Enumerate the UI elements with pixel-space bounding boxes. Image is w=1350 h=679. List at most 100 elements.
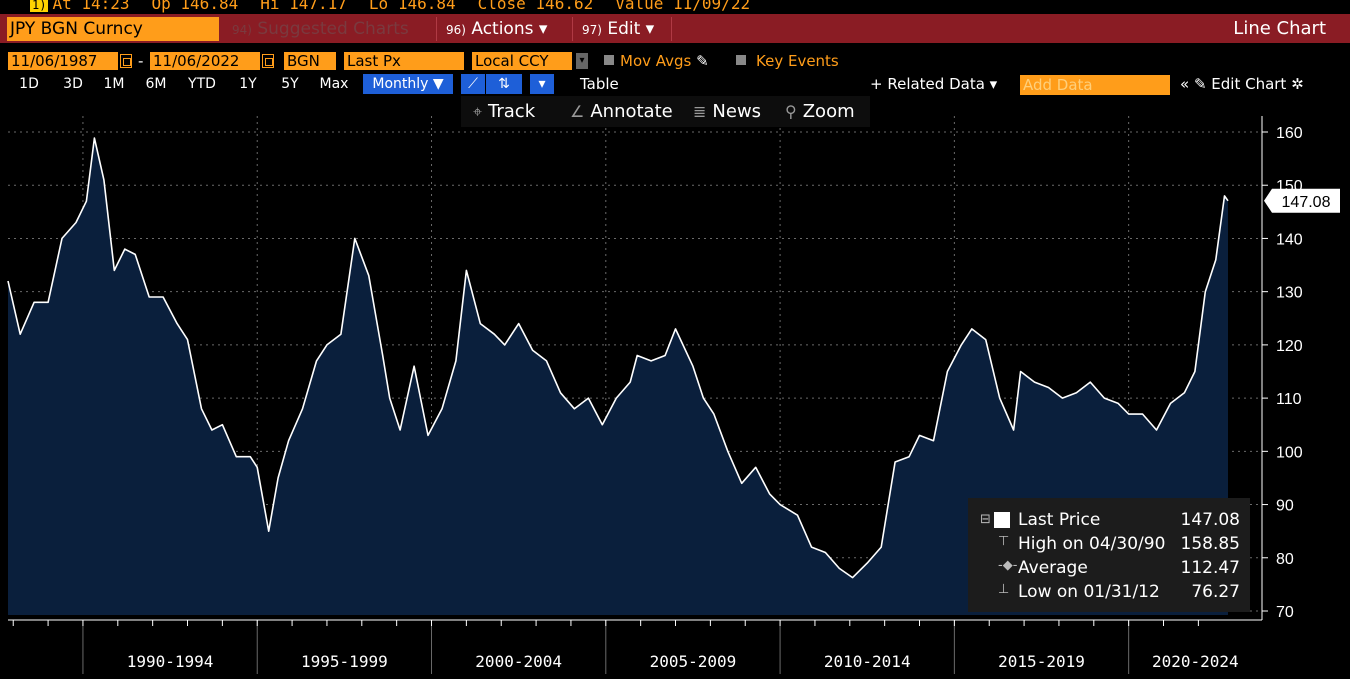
edit-chart-button[interactable]: « ✎ Edit Chart ✲ (1180, 75, 1304, 93)
low-marker-icon: ⊥ (998, 582, 1010, 597)
field-selector[interactable]: Last Px (344, 52, 464, 70)
annotate-icon: ∠ (570, 102, 585, 121)
add-data-input[interactable]: Add Data (1020, 75, 1170, 95)
x-tick-label: 2010-2014 (824, 652, 911, 671)
start-date-field[interactable]: 11/06/1987 (8, 52, 118, 70)
y-tick-label: 70 (1276, 604, 1294, 621)
x-tick-label: 2015-2019 (998, 652, 1085, 671)
ticker-value-date: Value 11/09/22 (615, 0, 751, 13)
x-tick-label: 1990-1994 (127, 652, 214, 671)
period-button-5y[interactable]: 5Y (281, 76, 299, 92)
ticker-close: Close 146.62 (477, 0, 594, 13)
pencil-icon: ✎ (696, 52, 709, 70)
collapse-icon[interactable]: ⊟ (980, 512, 991, 527)
security-field[interactable]: JPY BGN Curncy (7, 17, 219, 41)
x-tick-label: 2000-2004 (475, 652, 562, 671)
annotate-button[interactable]: ∠ Annotate (570, 96, 673, 127)
zoom-button[interactable]: ⚲ Zoom (785, 96, 855, 127)
news-icon: ≣ (693, 102, 707, 121)
chevron-down-icon[interactable]: ▾ (530, 74, 554, 94)
last-value-tag: 147.08 (1264, 188, 1340, 213)
y-tick-label: 120 (1276, 338, 1303, 355)
crosshair-icon: ⌖ (473, 102, 483, 121)
toolbar-background (461, 96, 870, 127)
suggested-number: 94) (232, 23, 252, 37)
track-label: Track (488, 101, 536, 122)
actions-label: Actions ▾ (471, 19, 548, 39)
chevron-down-icon[interactable]: ▾ (576, 53, 588, 69)
mov-avgs-text: Mov Avgs (620, 52, 692, 70)
y-tick-label: 80 (1276, 551, 1294, 568)
last-value-text: 147.08 (1282, 194, 1331, 211)
low-label: Low on 01/31/12 (1018, 582, 1160, 602)
suggested-charts-button[interactable]: 94) Suggested Charts (226, 17, 415, 41)
chart-style-icon[interactable]: ⟋ (461, 74, 485, 94)
table-button[interactable]: Table (580, 75, 619, 93)
frequency-dropdown[interactable]: Monthly ▼ (363, 74, 453, 94)
period-button-1m[interactable]: 1M (103, 76, 125, 92)
low-value: 76.27 (1191, 582, 1240, 602)
price-area (8, 138, 1228, 615)
ticker-open: Op 146.84 (151, 0, 239, 13)
high-label: High on 04/30/90 (1018, 534, 1166, 554)
high-value: 158.85 (1180, 534, 1240, 554)
range-dash: - (138, 52, 144, 70)
last-price-label: Last Price (1018, 510, 1101, 530)
average-value: 112.47 (1180, 558, 1240, 578)
edit-menu[interactable]: 97) Edit ▾ (576, 17, 660, 41)
edit-label: Edit ▾ (607, 19, 655, 39)
last-value-tag-shape (1264, 188, 1340, 213)
menu-separator (436, 17, 437, 41)
high-marker-icon: ⊤ (998, 534, 1010, 549)
mov-avgs-checkbox[interactable] (604, 55, 614, 65)
annotate-label: Annotate (590, 101, 673, 122)
range-bar: 11/06/1987 - 11/06/2022 BGN Last Px Loca… (0, 50, 1350, 70)
period-button-1d[interactable]: 1D (19, 76, 39, 92)
ticker-at: At 14:23 (52, 0, 130, 13)
zoom-label: Zoom (802, 101, 855, 122)
average-marker-icon: -◆- (998, 558, 1018, 573)
source-field[interactable]: BGN (284, 52, 336, 70)
chart-type-label: Line Chart (1233, 18, 1326, 39)
track-button[interactable]: ⌖ Track (473, 96, 535, 127)
menu-separator (572, 17, 573, 41)
x-tick-label: 2005-2009 (650, 652, 737, 671)
chart-series (7, 137, 1229, 615)
y-tick-label: 160 (1276, 125, 1303, 142)
end-date-field[interactable]: 11/06/2022 (150, 52, 260, 70)
x-tick-label: 1995-1999 (301, 652, 388, 671)
actions-number: 96) (446, 23, 466, 37)
menu-separator (671, 17, 672, 41)
actions-menu[interactable]: 96) Actions ▾ (440, 17, 553, 41)
key-events-label[interactable]: Key Events (756, 52, 839, 70)
y-tick-label: 110 (1276, 391, 1302, 408)
chart-toolbar: ⌖ Track ∠ Annotate ≣ News ⚲ Zoom (0, 96, 1350, 127)
key-events-checkbox[interactable] (736, 55, 746, 65)
sort-icon[interactable]: ⇅ (486, 74, 522, 94)
news-button[interactable]: ≣ News (693, 96, 761, 127)
suggested-label: Suggested Charts (257, 19, 409, 39)
period-button-3d[interactable]: 3D (63, 76, 83, 92)
mov-avgs-label[interactable]: Mov Avgs ✎ (620, 52, 709, 70)
chart-legend: ⊟ Last Price 147.08 ⊤ High on 04/30/90 1… (968, 498, 1250, 612)
ticker-bar: 1) At 14:23 Op 146.84 Hi 147.17 Lo 146.84 Clo… (0, 0, 1350, 13)
y-tick-label: 140 (1276, 231, 1303, 248)
period-button-6m[interactable]: 6M (145, 76, 167, 92)
related-data-button[interactable]: + Related Data ▾ (870, 75, 998, 93)
period-button-1y[interactable]: 1Y (239, 76, 257, 92)
zoom-icon: ⚲ (785, 102, 797, 121)
y-tick-label: 130 (1276, 285, 1303, 302)
news-label: News (712, 101, 762, 122)
period-button-max[interactable]: Max (319, 76, 349, 92)
price-line (7, 137, 1229, 579)
period-bar: 1D 3D 1M 6M YTD 1Y 5Y Max Monthly ▼ ⟋ ⇅ ▾ Table… (0, 72, 1350, 96)
x-tick-label: 2020-2024 (1152, 652, 1239, 671)
menu-bar: JPY BGN Curncy 94) Suggested Charts 96) … (0, 14, 1350, 43)
currency-field[interactable]: Local CCY (472, 52, 572, 70)
y-tick-label: 100 (1276, 444, 1303, 461)
edit-number: 97) (582, 23, 602, 37)
calendar-icon[interactable] (120, 54, 132, 68)
period-button-ytd[interactable]: YTD (188, 76, 216, 92)
calendar-icon[interactable] (262, 54, 274, 68)
